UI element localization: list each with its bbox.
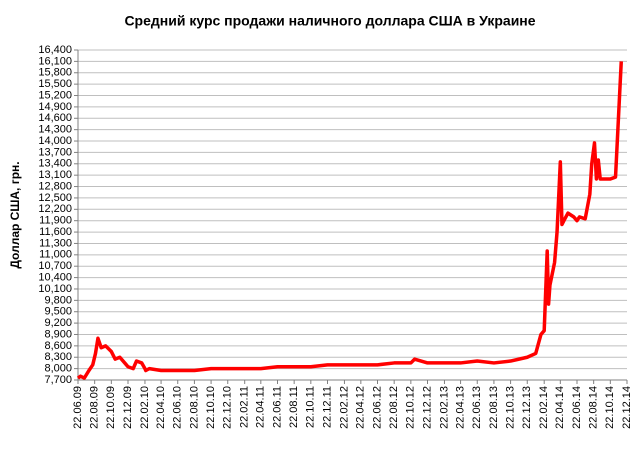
y-tick-label: 8,900 — [44, 328, 72, 340]
x-tick-label: 22.08.10 — [188, 386, 200, 429]
x-tick-label: 22.02.12 — [338, 386, 350, 429]
x-tick-label: 22.02.10 — [139, 386, 151, 429]
y-tick-label: 10,400 — [38, 271, 72, 283]
y-tick-label: 12,200 — [38, 203, 72, 215]
x-tick-label: 22.04.10 — [155, 386, 167, 429]
x-tick-label: 22.08.13 — [488, 386, 500, 429]
y-tick-label: 14,600 — [38, 112, 72, 124]
y-tick-label: 9,800 — [44, 294, 72, 306]
x-tick-label: 22.10.12 — [405, 386, 417, 429]
x-tick-label: 22.06.12 — [371, 386, 383, 429]
x-tick-label: 22.08.14 — [588, 386, 600, 429]
x-tick-label: 22.12.13 — [521, 386, 533, 429]
x-tick-label: 22.04.13 — [454, 386, 466, 429]
y-tick-label: 10,700 — [38, 260, 72, 272]
y-tick-label: 14,000 — [38, 135, 72, 147]
y-tick-label: 14,900 — [38, 101, 72, 113]
x-tick-label: 22.04.11 — [255, 386, 267, 428]
x-tick-label: 22.06.14 — [571, 386, 583, 429]
y-tick-label: 15,500 — [38, 78, 72, 90]
x-tick-label: 22.10.14 — [604, 386, 616, 429]
x-tick-label: 22.10.09 — [105, 386, 117, 429]
y-tick-label: 11,300 — [39, 237, 72, 249]
x-tick-label: 22.04.14 — [554, 386, 566, 429]
y-axis-label: Доллар США, грн. — [8, 161, 22, 268]
x-tick-label: 22.10.11 — [305, 386, 317, 428]
x-tick-label: 22.02.13 — [438, 386, 450, 429]
y-tick-label: 8,000 — [44, 363, 72, 375]
x-tick-label: 22.06.10 — [172, 386, 184, 429]
x-tick-label: 22.12.12 — [421, 386, 433, 429]
x-tick-label: 22.06.09 — [72, 386, 84, 429]
y-tick-label: 7,700 — [44, 374, 72, 386]
y-tick-label: 9,500 — [44, 306, 72, 318]
line — [76, 61, 624, 380]
y-tick-label: 11,000 — [39, 249, 72, 261]
y-tick-label: 15,800 — [38, 67, 72, 79]
x-tick-label: 22.12.14 — [621, 386, 633, 429]
y-tick-label: 16,400 — [38, 44, 72, 56]
y-tick-label: 11,900 — [39, 215, 72, 227]
y-tick-label: 13,100 — [38, 169, 72, 181]
x-tick-label: 22.02.11 — [239, 386, 251, 428]
y-tick-label: 16,100 — [38, 55, 72, 67]
x-tick-label: 22.12.09 — [122, 386, 134, 429]
x-tick-label: 22.08.12 — [388, 386, 400, 429]
y-tick-label: 8,300 — [44, 351, 72, 363]
x-tick-label: 22.02.14 — [538, 386, 550, 429]
y-tick-label: 15,200 — [38, 89, 72, 101]
x-tick-label: 22.10.10 — [205, 386, 217, 429]
x-tick-label: 22.06.13 — [471, 386, 483, 429]
x-tick-label: 22.08.09 — [89, 386, 101, 429]
y-tick-label: 13,700 — [38, 146, 72, 158]
y-tick-label: 12,800 — [38, 180, 72, 192]
y-tick-label: 8,600 — [44, 340, 72, 352]
x-tick-label: 22.04.12 — [355, 386, 367, 429]
y-tick-label: 13,400 — [38, 158, 72, 170]
y-tick-label: 11,600 — [39, 226, 72, 238]
x-tick-label: 22.08.11 — [288, 386, 300, 428]
x-tick-label: 22.10.13 — [504, 386, 516, 429]
y-tick-label: 10,100 — [38, 283, 72, 295]
x-tick-label: 22.06.11 — [271, 386, 283, 428]
chart-title: Средний курс продажи наличного доллара С… — [124, 13, 535, 29]
x-tick-label: 22.12.10 — [222, 386, 234, 429]
y-tick-label: 14,300 — [38, 124, 72, 136]
y-tick-label: 12,500 — [38, 192, 72, 204]
x-tick-label: 22.12.11 — [321, 386, 333, 428]
y-tick-label: 9,200 — [44, 317, 72, 329]
